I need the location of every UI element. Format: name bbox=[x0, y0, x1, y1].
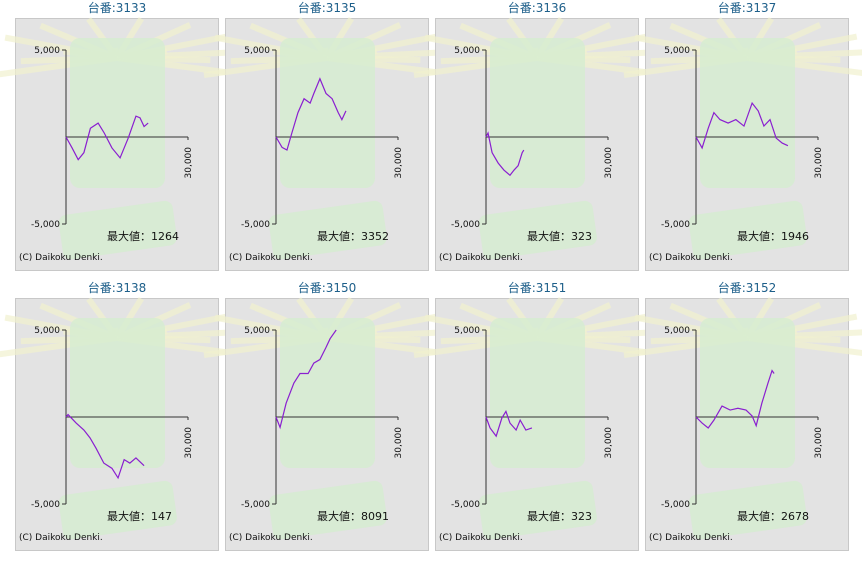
x-tick-label: 30,000 bbox=[394, 147, 404, 179]
chart-title: 台番:3135 bbox=[298, 0, 357, 15]
decor-tray bbox=[268, 200, 387, 260]
credit: (C) Daikoku Denki. bbox=[649, 533, 733, 543]
chart-title: 台番:3133 bbox=[88, 0, 147, 15]
chart-title: 台番:3150 bbox=[298, 280, 357, 295]
chart-title: 台番:3136 bbox=[508, 0, 567, 15]
decor-body bbox=[700, 38, 795, 188]
data-line bbox=[485, 410, 533, 438]
credit: (C) Daikoku Denki. bbox=[439, 533, 523, 543]
decor-tray bbox=[688, 200, 807, 260]
credit: (C) Daikoku Denki. bbox=[229, 253, 313, 263]
credit: (C) Daikoku Denki. bbox=[649, 253, 733, 263]
credit: (C) Daikoku Denki. bbox=[19, 533, 103, 543]
data-line bbox=[485, 131, 525, 177]
chart-panel: 5,000 -5,000 30,000 最大値：323 (C) Daikoku Denk… bbox=[413, 17, 666, 271]
data-line bbox=[695, 101, 789, 150]
max-annotation: 最大値：1946 bbox=[737, 229, 809, 243]
data-line bbox=[65, 413, 145, 480]
y-tick-label: 5,000 bbox=[664, 326, 690, 336]
max-annotation: 最大値：1264 bbox=[107, 229, 179, 243]
y-tick-label: -5,000 bbox=[31, 500, 60, 510]
credit: (C) Daikoku Denki. bbox=[439, 253, 523, 263]
chart-panel: 5,000 -5,000 30,000 最大値：1264 (C) Daikoku Den… bbox=[0, 17, 246, 271]
y-tick-label: -5,000 bbox=[241, 500, 270, 510]
decor-tray bbox=[58, 480, 177, 540]
chart-title: 台番:3151 bbox=[508, 280, 567, 295]
y-tick-label: 5,000 bbox=[664, 46, 690, 56]
data-line bbox=[65, 115, 149, 161]
x-tick-label: 30,000 bbox=[604, 427, 614, 459]
y-tick-label: 5,000 bbox=[244, 326, 270, 336]
decor-body bbox=[280, 38, 375, 188]
decor-body bbox=[700, 318, 795, 468]
decor-body bbox=[490, 38, 585, 188]
x-tick-label: 30,000 bbox=[814, 147, 824, 179]
data-line bbox=[275, 329, 337, 430]
y-tick-label: 5,000 bbox=[34, 46, 60, 56]
y-tick-label: 5,000 bbox=[454, 326, 480, 336]
credit: (C) Daikoku Denki. bbox=[19, 253, 103, 263]
decor-tray bbox=[58, 200, 177, 260]
chart-panel: 5,000 -5,000 30,000 最大値：3352 (C) Daikoku Den… bbox=[203, 17, 456, 271]
max-annotation: 最大値：147 bbox=[107, 509, 172, 523]
data-line bbox=[695, 369, 775, 429]
decor-tray bbox=[478, 200, 597, 260]
y-tick-label: 5,000 bbox=[34, 326, 60, 336]
credit: (C) Daikoku Denki. bbox=[229, 533, 313, 543]
x-tick-label: 30,000 bbox=[604, 147, 614, 179]
max-annotation: 最大値：323 bbox=[527, 509, 592, 523]
x-tick-label: 30,000 bbox=[184, 427, 194, 459]
x-tick-label: 30,000 bbox=[814, 427, 824, 459]
decor-tray bbox=[478, 480, 597, 540]
decor-tray bbox=[268, 480, 387, 540]
max-annotation: 最大値：3352 bbox=[317, 229, 389, 243]
chart-panel: 5,000 -5,000 30,000 最大値：8091 (C) Daikoku Den… bbox=[203, 297, 456, 551]
chart-title: 台番:3138 bbox=[88, 280, 147, 295]
y-tick-label: -5,000 bbox=[661, 220, 690, 230]
chart-title: 台番:3137 bbox=[718, 0, 777, 15]
chart-panel: 5,000 -5,000 30,000 最大値：323 (C) Daikoku Denk… bbox=[413, 297, 666, 551]
decor-body bbox=[70, 318, 165, 468]
decor-tray bbox=[688, 480, 807, 540]
y-tick-label: -5,000 bbox=[31, 220, 60, 230]
max-annotation: 最大値：8091 bbox=[317, 509, 389, 523]
y-tick-label: -5,000 bbox=[451, 500, 480, 510]
decor-body bbox=[70, 38, 165, 188]
max-annotation: 最大値：2678 bbox=[737, 509, 809, 523]
y-tick-label: -5,000 bbox=[661, 500, 690, 510]
x-tick-label: 30,000 bbox=[394, 427, 404, 459]
decor-body bbox=[490, 318, 585, 468]
chart-panel: 5,000 -5,000 30,000 最大値：2678 (C) Daikoku Den… bbox=[623, 297, 862, 551]
chart-panel: 5,000 -5,000 30,000 最大値：147 (C) Daikoku Denk… bbox=[0, 297, 246, 551]
x-tick-label: 30,000 bbox=[184, 147, 194, 179]
decor-body bbox=[280, 318, 375, 468]
max-annotation: 最大値：323 bbox=[527, 229, 592, 243]
chart-panel: 5,000 -5,000 30,000 最大値：1946 (C) Daikoku Den… bbox=[623, 17, 862, 271]
y-tick-label: -5,000 bbox=[451, 220, 480, 230]
y-tick-label: -5,000 bbox=[241, 220, 270, 230]
chart-title: 台番:3152 bbox=[718, 280, 777, 295]
data-line bbox=[275, 77, 347, 151]
y-tick-label: 5,000 bbox=[244, 46, 270, 56]
y-tick-label: 5,000 bbox=[454, 46, 480, 56]
